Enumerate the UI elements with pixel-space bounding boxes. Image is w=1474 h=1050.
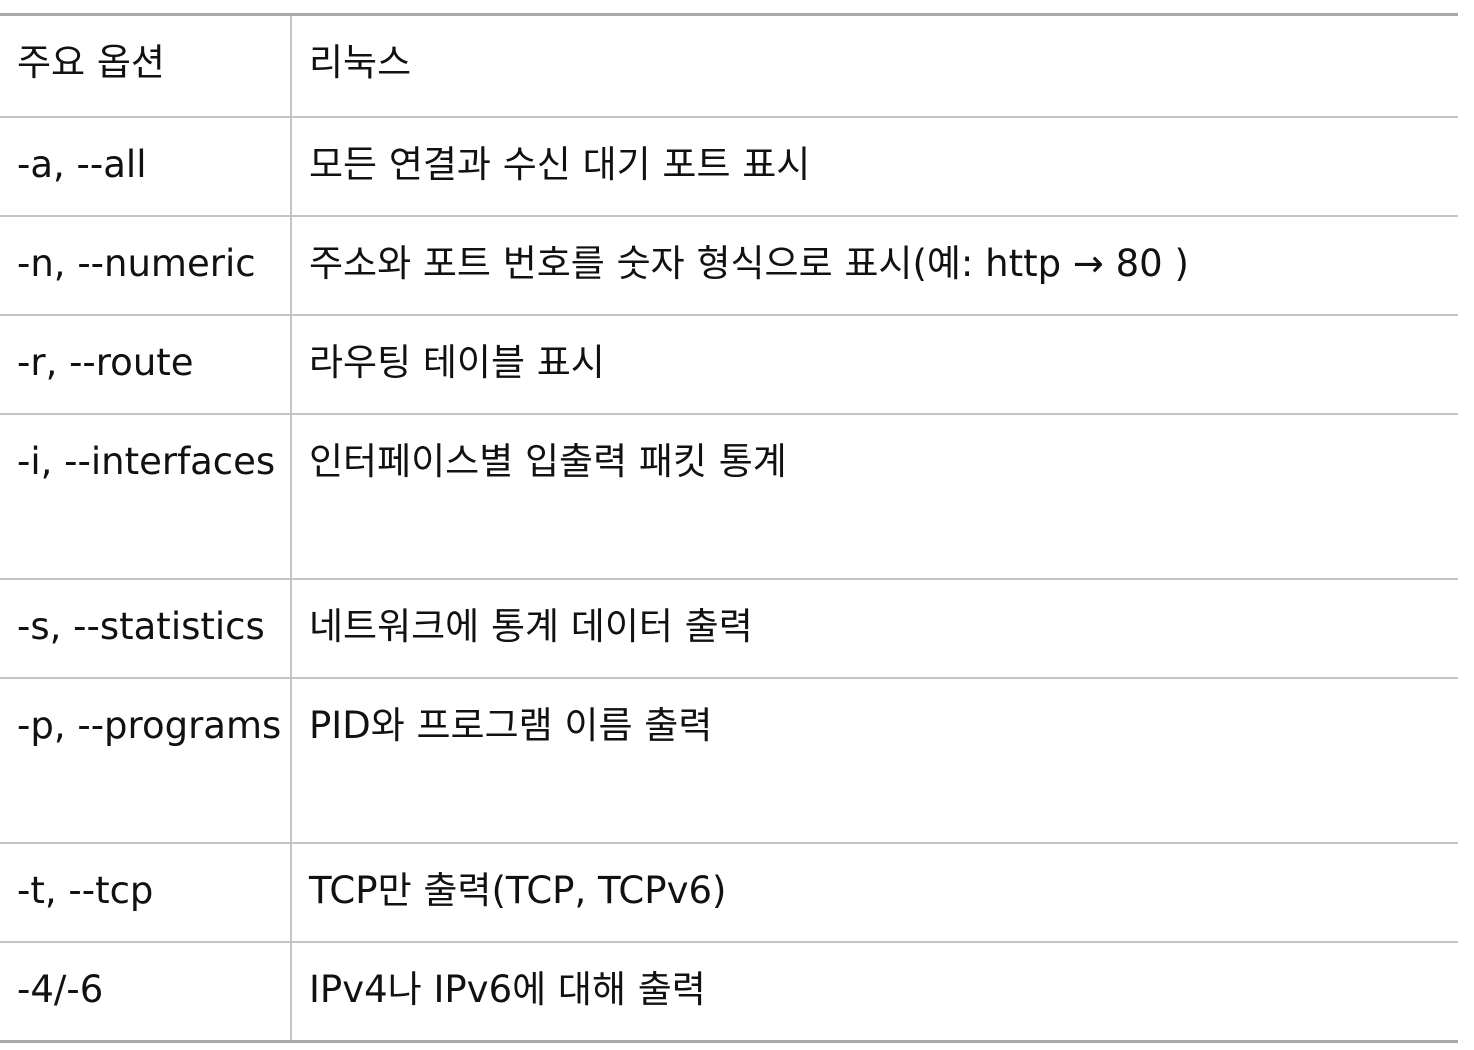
option-cell: -p, --programs (0, 677, 292, 844)
description-cell: 모든 연결과 수신 대기 포트 표시 (291, 116, 1458, 217)
option-cell: -t, --tcp (0, 842, 292, 943)
option-cell: -a, --all (0, 116, 292, 217)
option-cell: -i, --interfaces (0, 413, 292, 580)
table-header-row: 주요 옵션 리눅스 (0, 13, 1458, 118)
description-cell: PID와 프로그램 이름 출력 (291, 677, 1458, 844)
option-cell: -r, --route (0, 314, 292, 415)
description-cell: TCP만 출력(TCP, TCPv6) (291, 842, 1458, 943)
description-cell: IPv4나 IPv6에 대해 출력 (291, 941, 1458, 1043)
table-row: -n, --numeric 주소와 포트 번호를 숫자 형식으로 표시(예: h… (0, 215, 1458, 316)
table-row: -a, --all 모든 연결과 수신 대기 포트 표시 (0, 116, 1458, 217)
options-table: 주요 옵션 리눅스 -a, --all 모든 연결과 수신 대기 포트 표시 -… (0, 13, 1458, 1043)
header-linux: 리눅스 (291, 13, 1458, 118)
table-row: -p, --programs PID와 프로그램 이름 출력 (0, 677, 1458, 844)
description-cell: 인터페이스별 입출력 패킷 통계 (291, 413, 1458, 580)
table-row: -t, --tcp TCP만 출력(TCP, TCPv6) (0, 842, 1458, 943)
table-row: -4/-6 IPv4나 IPv6에 대해 출력 (0, 941, 1458, 1043)
table-row: -i, --interfaces 인터페이스별 입출력 패킷 통계 (0, 413, 1458, 580)
option-cell: -s, --statistics (0, 578, 292, 679)
table-row: -r, --route 라우팅 테이블 표시 (0, 314, 1458, 415)
option-cell: -4/-6 (0, 941, 292, 1043)
description-cell: 라우팅 테이블 표시 (291, 314, 1458, 415)
description-cell: 네트워크에 통계 데이터 출력 (291, 578, 1458, 679)
header-option: 주요 옵션 (0, 13, 292, 118)
table-row: -s, --statistics 네트워크에 통계 데이터 출력 (0, 578, 1458, 679)
description-cell: 주소와 포트 번호를 숫자 형식으로 표시(예: http → 80 ) (291, 215, 1458, 316)
option-cell: -n, --numeric (0, 215, 292, 316)
